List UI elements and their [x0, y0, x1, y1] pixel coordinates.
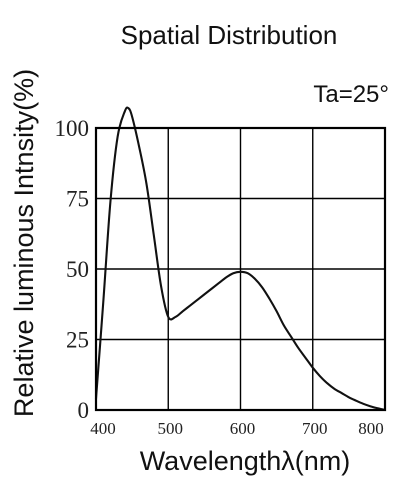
- x-tick-label: 500: [158, 419, 184, 438]
- y-axis-label: Relative luminous Intnsity(%): [9, 69, 39, 417]
- x-axis-label: Wavelengthλ(nm): [140, 446, 351, 476]
- x-tick-label: 600: [230, 419, 256, 438]
- spectrum-line: [94, 106, 387, 412]
- temperature-annotation: Ta=25°: [313, 81, 389, 108]
- x-tick-label: 400: [90, 419, 116, 438]
- x-tick-labels: 400 500 600 700 800: [90, 419, 384, 438]
- x-tick-label: 800: [358, 419, 384, 438]
- y-tick-label: 25: [66, 328, 89, 353]
- chart-title: Spatial Distribution: [121, 20, 338, 50]
- grid: [96, 128, 385, 410]
- y-tick-label: 100: [55, 116, 90, 141]
- y-tick-labels: 0 25 50 75 100: [55, 116, 90, 423]
- y-tick-label: 75: [66, 187, 89, 212]
- y-tick-label: 50: [66, 257, 89, 282]
- y-tick-label: 0: [78, 398, 90, 423]
- plot-frame: [94, 126, 387, 412]
- x-tick-label: 700: [302, 419, 328, 438]
